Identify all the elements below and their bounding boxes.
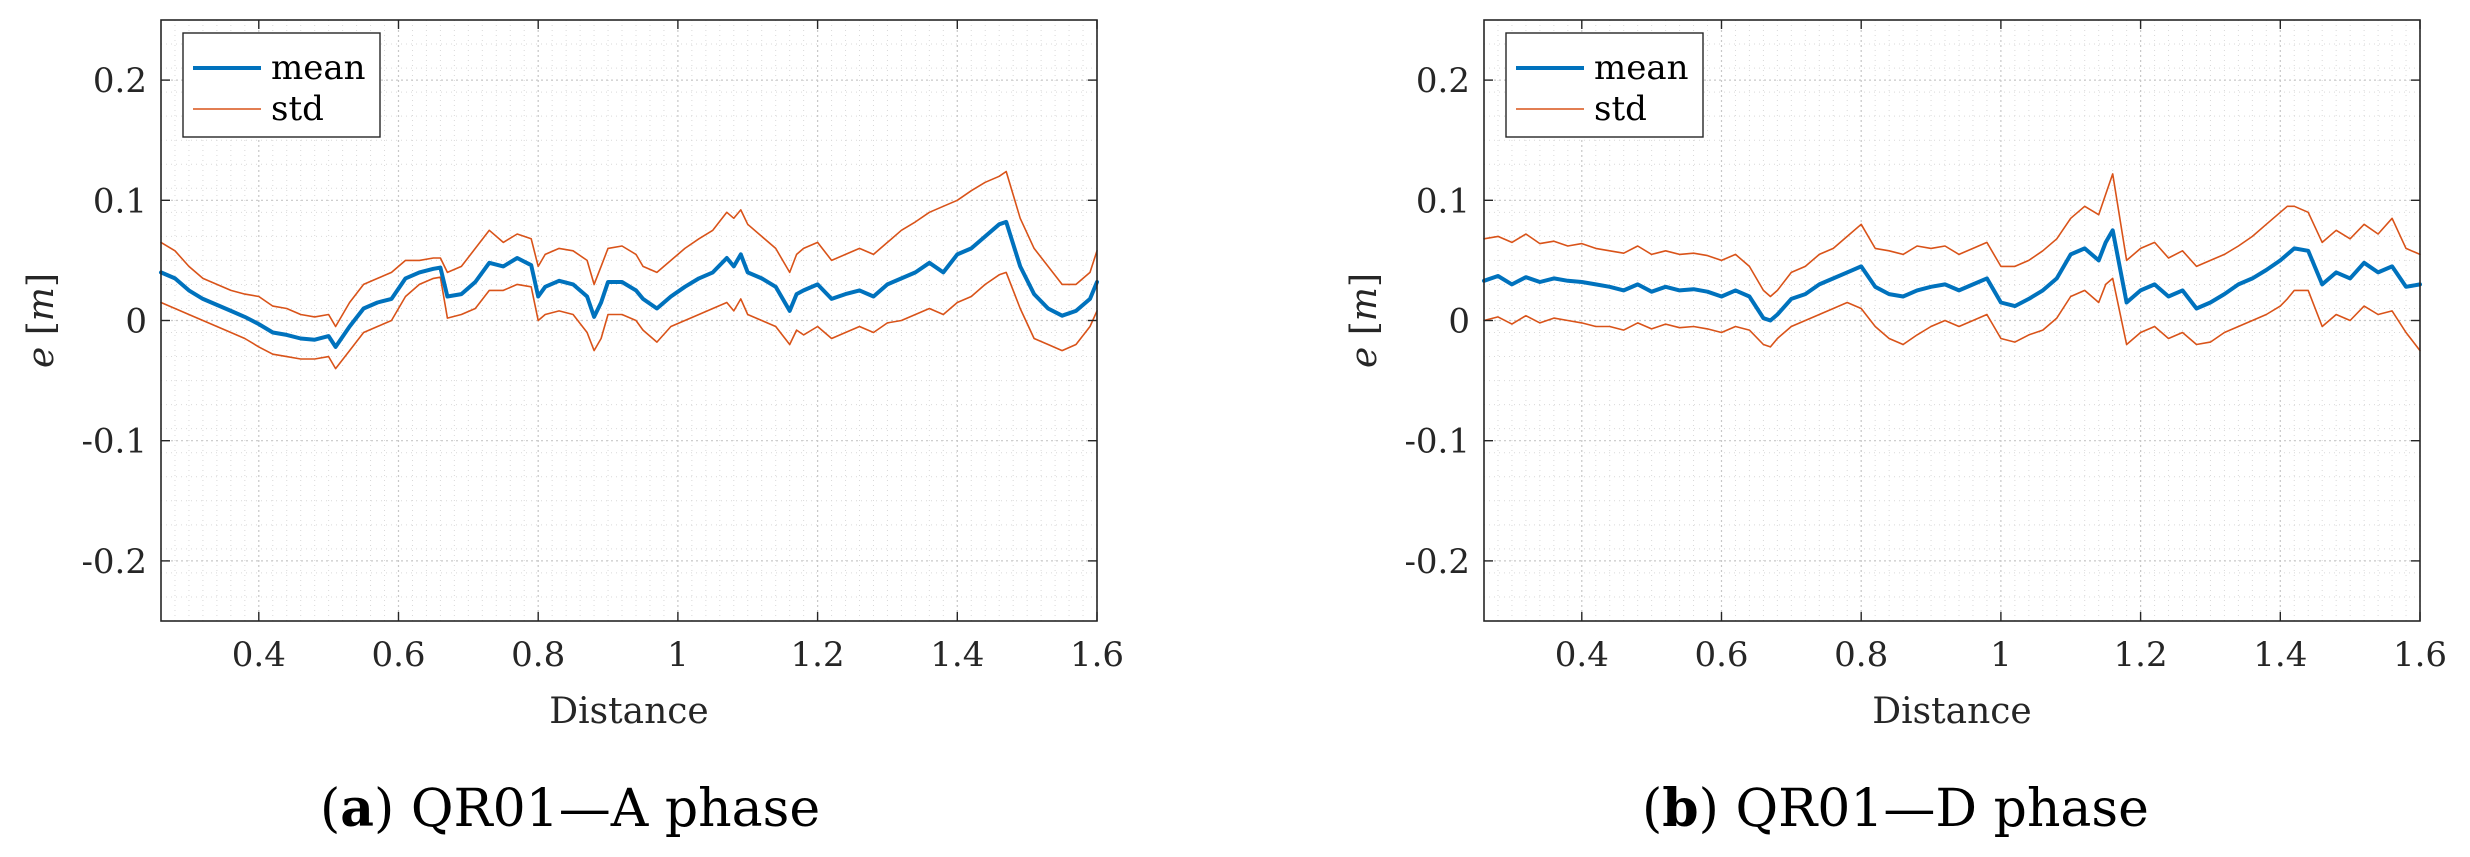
panel-b: 0.4 0.6 0.8 1 1.2 1.4 1.6 0.2 0.1 0 -0.1 -0.2 Distan… — [1344, 19, 2447, 732]
y-axis-label-open: [ — [1344, 321, 1385, 347]
panel-a: 0.4 0.6 0.8 1 1.2 1.4 1.6 0.2 0.1 0 -0.1 -0.2 Distan… — [21, 19, 1124, 732]
caption-a-label: a — [340, 778, 374, 839]
series-line-std-upper — [160, 170, 1098, 328]
caption-b-label: b — [1662, 778, 1699, 839]
y-axis-label: e [m] — [1344, 273, 1385, 368]
caption-a: (a) QR01—A phase — [320, 778, 821, 839]
x-tick-label: 0.4 — [1555, 635, 1609, 675]
series-line-std-upper — [1483, 173, 2421, 298]
y-axis-label: e [m] — [21, 273, 62, 368]
legend-label-mean: mean — [271, 48, 366, 88]
x-tick-label: 1 — [1990, 635, 2012, 675]
y-tick-label: 0 — [125, 302, 147, 342]
x-tick-label: 1.4 — [930, 635, 984, 675]
y-tick-label: 0.1 — [1416, 181, 1470, 221]
x-tick-label: 0.6 — [371, 635, 425, 675]
y-axis-label-var: e — [21, 347, 62, 368]
y-tick-label: 0 — [1448, 302, 1470, 342]
y-tick-label: -0.1 — [1404, 422, 1470, 462]
x-tick-label: 0.4 — [232, 635, 286, 675]
x-tick-label: 0.8 — [511, 635, 565, 675]
x-tick-label: 1 — [667, 635, 689, 675]
y-tick-label: 0.1 — [93, 181, 147, 221]
legend-label-std: std — [1594, 89, 1647, 129]
caption-a-text: QR01—A phase — [410, 779, 821, 839]
y-tick-label: 0.2 — [1416, 61, 1470, 101]
y-axis-label-close: ] — [1344, 273, 1385, 287]
x-tick-label: 1.2 — [791, 635, 845, 675]
x-axis-label: Distance — [549, 691, 708, 732]
series-line-mean — [1482, 228, 2422, 323]
x-axis-label: Distance — [1872, 691, 2031, 732]
legend-label-std: std — [271, 89, 324, 129]
y-tick-label: 0.2 — [93, 61, 147, 101]
caption-b: (b) QR01—D phase — [1642, 778, 2149, 839]
y-axis-label-close: ] — [21, 273, 62, 287]
x-tick-label: 1.6 — [1070, 635, 1124, 675]
legend-box — [1505, 32, 1704, 138]
x-tick-label: 1.4 — [2253, 635, 2307, 675]
x-tick-label: 1.6 — [2393, 635, 2447, 675]
series-line-std-lower — [160, 271, 1098, 370]
y-axis-label-open: [ — [21, 321, 62, 347]
legend-label-mean: mean — [1594, 48, 1689, 88]
caption-b-text: QR01—D phase — [1735, 779, 2149, 839]
x-tick-label: 0.8 — [1834, 635, 1888, 675]
legend-box — [182, 32, 381, 138]
series-line-mean — [159, 219, 1099, 349]
y-axis-label-unit: m — [1344, 287, 1385, 321]
x-tick-label: 0.6 — [1694, 635, 1748, 675]
x-tick-label: 1.2 — [2114, 635, 2168, 675]
y-tick-label: -0.2 — [1404, 542, 1470, 582]
y-axis-label-unit: m — [21, 287, 62, 321]
series-line-std-lower — [1483, 277, 2421, 352]
y-axis-label-var: e — [1344, 347, 1385, 368]
y-tick-label: -0.1 — [81, 422, 147, 462]
y-tick-label: -0.2 — [81, 542, 147, 582]
